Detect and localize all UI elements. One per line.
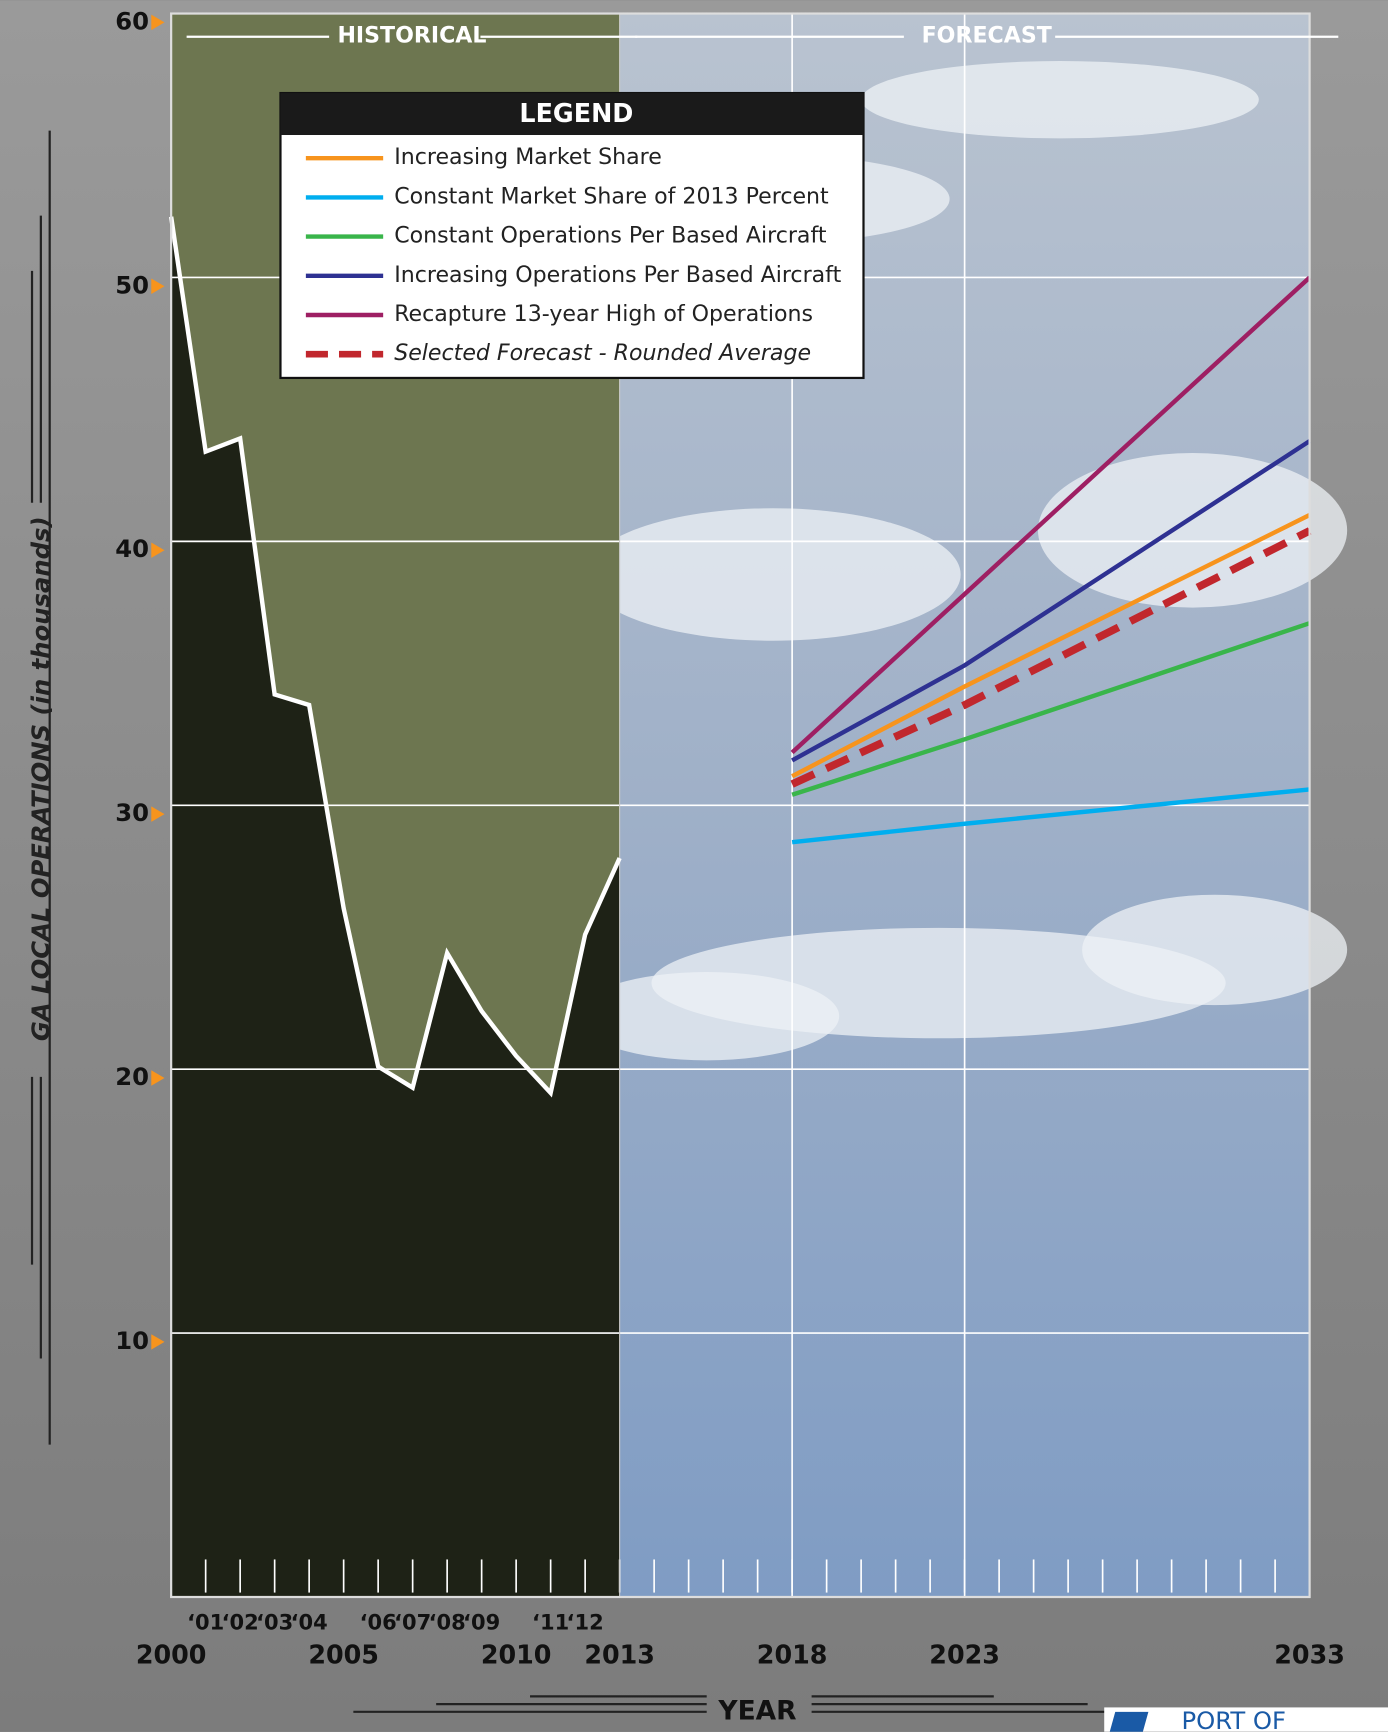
y-tick-label: 30 — [115, 798, 149, 827]
legend-label: Constant Market Share of 2013 Percent — [394, 184, 829, 209]
legend-label: Increasing Operations Per Based Aircraft — [394, 263, 841, 288]
series-line — [790, 527, 1312, 788]
historical-area — [171, 216, 620, 1597]
legend-label: Constant Operations Per Based Aircraft — [394, 224, 827, 249]
plot-area — [168, 12, 1348, 1599]
legend-label: Increasing Market Share — [394, 145, 662, 170]
cloud — [1037, 453, 1348, 608]
series-line — [791, 787, 1310, 845]
minor-x-tick-label: ‘04 — [291, 1610, 328, 1634]
cloud — [585, 508, 961, 641]
x-tick-label: 2010 — [481, 1640, 552, 1670]
minor-x-tick-label: ‘02 — [222, 1610, 259, 1634]
minor-x-tick-label: ‘12 — [567, 1610, 604, 1634]
x-tick-label: 2005 — [308, 1640, 379, 1670]
series-line — [791, 512, 1311, 779]
y-tick-label: 40 — [115, 534, 149, 563]
minor-x-tick-label: ‘09 — [463, 1610, 500, 1634]
section-label: HISTORICAL — [337, 24, 486, 49]
logo-box — [1104, 1707, 1388, 1732]
minor-x-tick-label: ‘03 — [256, 1610, 293, 1634]
x-tick-label: 2023 — [929, 1640, 1000, 1670]
series-line — [168, 216, 622, 1098]
logo-mark — [1109, 1711, 1149, 1732]
y-tick-marker — [151, 806, 165, 822]
legend: LEGEND Increasing Market Share Constant Ma… — [279, 91, 865, 380]
x-tick-label: 2033 — [1274, 1640, 1345, 1670]
legend-title: LEGEND — [519, 98, 633, 128]
minor-x-tick-label: ‘01 — [187, 1610, 224, 1634]
cloud — [574, 972, 840, 1061]
y-tick-marker — [151, 1070, 165, 1086]
legend-label: Recapture 13-year High of Operations — [394, 302, 813, 327]
section-label: FORECAST — [922, 24, 1052, 49]
series-line — [791, 621, 1311, 797]
y-tick-marker — [151, 542, 165, 558]
x-axis-title: YEAR — [717, 1695, 796, 1726]
minor-x-tick-label: ‘07 — [394, 1610, 431, 1634]
legend-label: Selected Forecast - Rounded Average — [394, 341, 811, 366]
minor-x-tick-label: ‘06 — [360, 1610, 397, 1634]
decor — [30, 130, 1116, 1713]
y-tick-label: 20 — [115, 1062, 149, 1091]
cloud — [861, 61, 1259, 139]
plot-frame — [170, 12, 1311, 1599]
legend-header — [280, 93, 864, 136]
series-line — [791, 439, 1311, 763]
logo-text: PORT OF — [1182, 1706, 1287, 1732]
y-tick-marker — [151, 278, 165, 295]
minor-x-tick-label: ‘08 — [429, 1610, 466, 1634]
y-tick-marker — [151, 1334, 165, 1350]
y-tick-label: 10 — [115, 1326, 149, 1355]
series-line — [790, 275, 1312, 755]
y-tick-marker — [151, 14, 165, 31]
cloud — [1082, 894, 1348, 1006]
y-tick-label: 60 — [115, 6, 149, 35]
x-tick-label: 2018 — [757, 1640, 828, 1670]
minor-x-tick-label: ‘11 — [532, 1610, 569, 1634]
x-tick-label: 2000 — [136, 1640, 207, 1670]
y-tick-label: 50 — [115, 270, 149, 299]
x-tick-label: 2013 — [584, 1640, 655, 1670]
